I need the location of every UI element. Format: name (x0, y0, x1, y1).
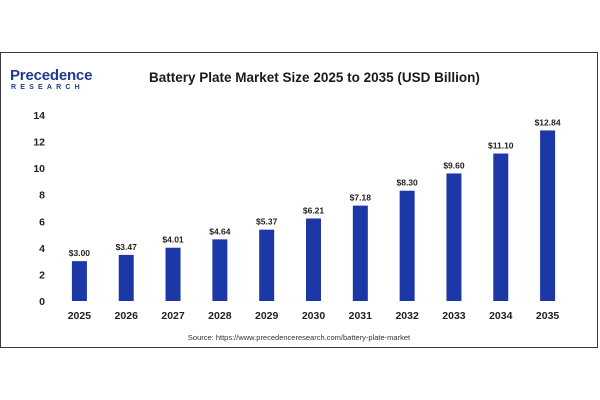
bar-value-label: $12.84 (535, 117, 561, 127)
bar-2026 (118, 254, 134, 301)
y-tick-label: 10 (33, 163, 45, 175)
y-tick-label: 14 (33, 110, 45, 122)
brand-tagline: RESEARCH (11, 84, 84, 91)
bar-value-label: $8.30 (396, 178, 418, 188)
brand-name: Precedence (10, 67, 93, 84)
bar-2027 (165, 247, 181, 301)
x-tick-label: 2031 (349, 310, 373, 322)
bar-value-label: $6.21 (303, 205, 325, 215)
bar-value-label: $4.01 (162, 235, 184, 245)
bar-value-label: $9.60 (443, 160, 465, 170)
bar-2025 (71, 261, 87, 301)
bar-value-label: $5.37 (256, 217, 278, 227)
x-tick-label: 2033 (442, 310, 466, 322)
chart-frame: Precedence RESEARCH Battery Plate Market… (0, 52, 598, 348)
x-axis: 2025 2026 2027 2028 2029 2030 2031 2032 2033 2034… (68, 310, 560, 322)
y-axis: 0 2 4 6 8 10 12 14 (33, 110, 45, 308)
bar-2029 (259, 229, 275, 301)
y-tick-label: 8 (39, 190, 45, 202)
bar-2030 (306, 218, 321, 301)
source-note: Source: https://www.precedenceresearch.c… (187, 333, 411, 342)
bar-2031 (352, 205, 368, 301)
x-tick-label: 2026 (115, 310, 139, 322)
bar-2028 (212, 239, 228, 301)
bar-value-label: $3.47 (116, 242, 138, 252)
bar-value-label: $11.10 (488, 141, 514, 151)
bars: $3.00 $3.47 $4.01 $4.64 $5.37 $6.21 $7.18 $8.30… (69, 117, 561, 301)
bar-2034 (493, 153, 509, 301)
brand-logo: Precedence RESEARCH (10, 67, 110, 93)
bar-2033 (446, 173, 462, 301)
chart-title: Battery Plate Market Size 2025 to 2035 (… (149, 70, 480, 85)
y-tick-label: 12 (33, 137, 45, 149)
bar-value-label: $7.18 (350, 193, 372, 203)
x-tick-label: 2034 (489, 310, 513, 322)
bar-2035 (540, 130, 556, 301)
x-tick-label: 2028 (208, 310, 232, 322)
x-tick-label: 2030 (302, 310, 326, 322)
y-tick-label: 6 (39, 216, 45, 228)
bar-value-label: $3.00 (69, 248, 91, 258)
x-tick-label: 2032 (395, 310, 419, 322)
bar-chart: 0 2 4 6 8 10 12 14 $3.00 $3.47 $4.01 $4.64 $5.37 $6.… (33, 110, 561, 322)
bar-value-label: $4.64 (209, 226, 231, 236)
x-tick-label: 2035 (536, 310, 560, 322)
y-tick-label: 0 (39, 296, 45, 308)
x-tick-label: 2029 (255, 310, 279, 322)
x-tick-label: 2027 (161, 310, 185, 322)
y-tick-label: 2 (39, 269, 45, 281)
x-tick-label: 2025 (68, 310, 92, 322)
bar-2032 (399, 190, 415, 301)
y-tick-label: 4 (39, 243, 45, 255)
